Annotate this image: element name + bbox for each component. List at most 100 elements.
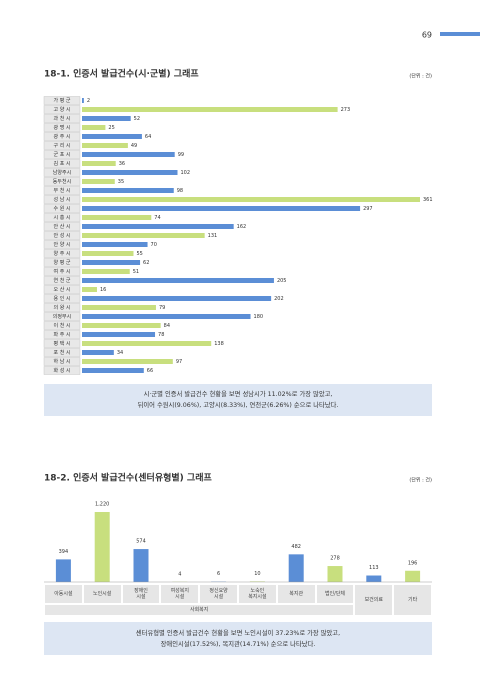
category-cell: 장애인 시설	[121, 584, 161, 604]
category-label: 가 평 군	[54, 97, 71, 104]
category-cell: 노인시설	[82, 584, 122, 604]
bar	[82, 188, 174, 193]
value-label: 297	[363, 206, 373, 212]
category-label: 이 천 시	[54, 322, 71, 329]
value-label: 180	[254, 314, 264, 320]
bar	[327, 566, 343, 582]
bar	[82, 152, 175, 157]
value-label: 162	[237, 224, 247, 230]
value-label: 6	[217, 571, 220, 577]
value-label: 49	[131, 143, 137, 149]
category-box	[43, 222, 81, 231]
category-label: 구 리 시	[54, 142, 71, 149]
value-label: 16	[100, 287, 106, 293]
value-label: 102	[181, 170, 191, 176]
bar	[366, 575, 382, 582]
value-label: 273	[341, 107, 351, 113]
category-label: 안 성 시	[54, 232, 71, 239]
category-box	[43, 330, 81, 339]
bar	[82, 287, 97, 292]
bar	[82, 98, 84, 103]
value-label: 98	[177, 188, 183, 194]
category-box	[43, 366, 81, 375]
category-label: 파 주 시	[54, 331, 71, 338]
category-cell: 기타	[393, 584, 432, 616]
value-label: 113	[369, 565, 379, 571]
category-label: 김 포 시	[54, 160, 71, 167]
page-number: 69	[422, 31, 432, 40]
value-label: 25	[108, 125, 114, 131]
category-box	[43, 114, 81, 123]
bar	[82, 314, 251, 319]
category-label: 평 택 시	[54, 340, 71, 347]
bar	[82, 242, 148, 247]
category-cell: 아동시설	[44, 584, 83, 604]
category-box	[43, 213, 81, 222]
bar	[82, 107, 338, 112]
category-cell: 복지관	[276, 584, 316, 604]
value-label: 55	[136, 251, 142, 257]
bar	[82, 269, 130, 274]
value-label: 482	[291, 544, 301, 550]
category-box	[43, 195, 81, 204]
category-box	[43, 186, 81, 195]
category-label: 시 흥 시	[54, 214, 71, 221]
category-label: 연 천 군	[54, 277, 71, 284]
category-box	[43, 285, 81, 294]
value-label: 35	[118, 179, 124, 185]
bar	[82, 116, 131, 121]
category-box	[43, 132, 81, 141]
value-label: 4	[178, 571, 181, 577]
summary-box: 센터유형별 인증서 발급건수 현황을 보면 노인시설이 37.23%로 가장 많…	[44, 622, 432, 655]
value-label: 99	[178, 152, 184, 158]
category-box	[43, 312, 81, 321]
category-box	[43, 294, 81, 303]
category-label: 광 명 시	[54, 124, 71, 131]
value-label: 196	[408, 560, 418, 566]
bar	[94, 512, 110, 582]
value-label: 138	[214, 341, 224, 347]
value-label: 51	[133, 269, 139, 275]
value-label: 97	[176, 359, 182, 365]
bar	[82, 215, 152, 220]
value-label: 202	[274, 296, 284, 302]
bar	[82, 224, 234, 229]
value-label: 78	[158, 332, 164, 338]
category-label: 남양주시	[53, 169, 71, 176]
unit-label: (단위 : 건)	[409, 477, 432, 484]
value-label: 574	[136, 539, 146, 545]
category-box	[43, 168, 81, 177]
bar	[82, 134, 142, 139]
value-label: 131	[208, 233, 218, 239]
unit-label: (단위 : 건)	[409, 73, 432, 80]
category-box	[43, 204, 81, 213]
chart-title: 18-1. 인증서 발급건수(시·군별) 그래프	[44, 68, 199, 80]
category-box	[43, 231, 81, 240]
bar	[82, 341, 212, 346]
bar	[55, 559, 71, 582]
value-label: 205	[277, 278, 287, 284]
category-label: 안 양 시	[54, 241, 71, 248]
bar	[82, 260, 141, 265]
value-label: 52	[134, 116, 140, 122]
summary-line: 센터유형별 인증서 발급건수 현황을 보면 노인시설이 37.23%로 가장 많…	[135, 629, 341, 637]
category-label: 수 원 시	[54, 205, 71, 212]
value-label: 36	[119, 161, 125, 167]
value-label: 1,220	[95, 502, 109, 508]
bar	[82, 323, 161, 328]
value-label: 66	[147, 368, 153, 374]
category-label: 의 왕 시	[54, 304, 71, 311]
bar	[82, 359, 173, 364]
category-box	[43, 123, 81, 132]
category-box	[43, 249, 81, 258]
category-cell: 보건의료	[354, 584, 394, 616]
value-label: 84	[164, 323, 170, 329]
category-box	[43, 276, 81, 285]
category-label: 부 천 시	[54, 187, 71, 194]
bar	[82, 305, 156, 310]
value-label: 34	[117, 350, 123, 356]
category-box	[43, 240, 81, 249]
bar	[82, 161, 116, 166]
category-cell: 정신요양 시설	[199, 584, 238, 604]
summary-line: 장애인시설(17.52%), 복지관(14.71%) 순으로 나타났다.	[160, 640, 316, 648]
